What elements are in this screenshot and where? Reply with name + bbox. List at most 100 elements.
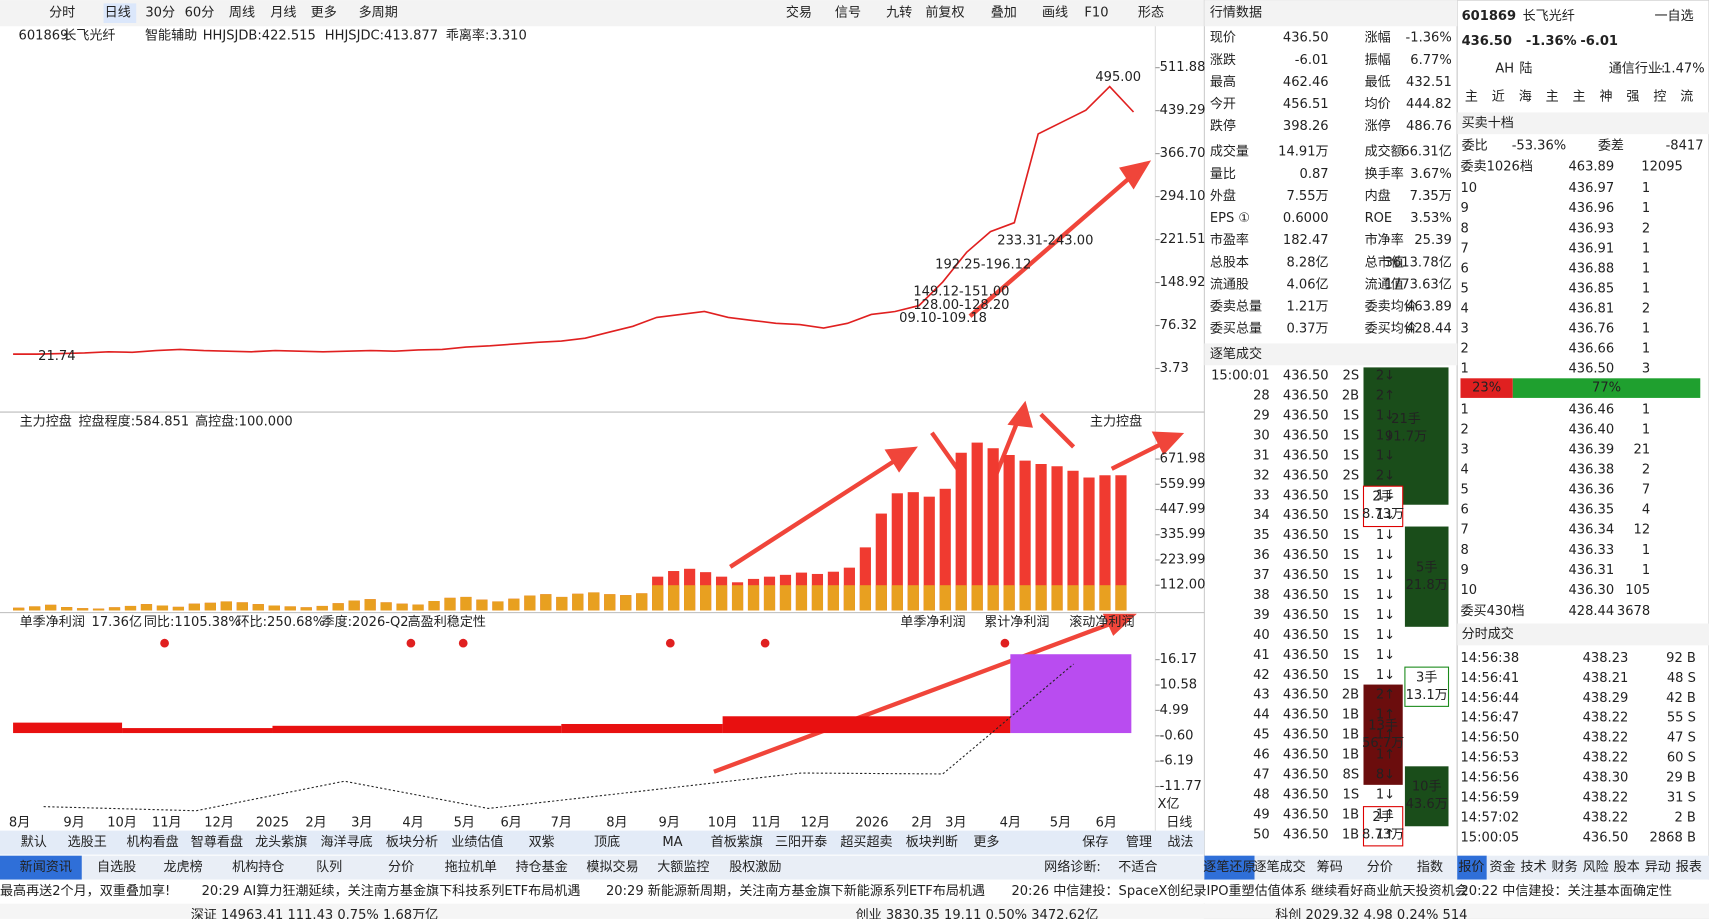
label: 9	[1460, 563, 1468, 578]
label: 436.30	[1568, 583, 1614, 598]
label: 436.46	[1568, 402, 1614, 417]
stock-code: 601869	[19, 29, 69, 44]
bar-base	[284, 606, 296, 611]
bar	[1115, 475, 1127, 611]
tab: 资金	[1489, 859, 1515, 875]
tool-button: 前复权	[925, 5, 964, 21]
block-label: 3手	[1416, 671, 1437, 686]
label: 436.91	[1568, 241, 1614, 256]
x-tick-label: 9月	[659, 815, 680, 830]
bar-base	[428, 600, 440, 611]
tab: 首板紫旗	[711, 834, 763, 850]
label: 38	[1253, 588, 1270, 603]
label: 高盈利稳定性	[408, 614, 486, 630]
label: 5	[1460, 483, 1468, 498]
bar-base	[588, 592, 600, 611]
label: 14.91万	[1278, 145, 1328, 160]
label: 1↓	[1376, 588, 1395, 603]
label: 436.50	[1283, 748, 1329, 763]
bar-base	[955, 585, 967, 611]
y-tick-label: -6.19	[1160, 754, 1194, 769]
y-tick-label: 439.29	[1160, 103, 1206, 118]
label: 2	[1642, 221, 1650, 236]
tab: 逐笔还原	[1203, 859, 1255, 875]
bar	[875, 513, 887, 611]
y-tick-label: 294.10	[1160, 189, 1206, 204]
bar-base	[556, 596, 568, 611]
label: 量比	[1210, 167, 1236, 182]
bar	[1003, 454, 1015, 611]
label: 委比	[1462, 139, 1488, 154]
bar-base	[795, 585, 808, 611]
x-tick-label: 6月	[1096, 815, 1117, 830]
label: 29 B	[1666, 771, 1696, 786]
tab: 龙虎榜	[164, 859, 203, 875]
tab: MA	[662, 835, 682, 850]
label: 1	[1642, 181, 1650, 196]
label: 436.96	[1568, 201, 1614, 216]
label: 436.66	[1568, 342, 1614, 357]
label: 8	[1460, 221, 1468, 236]
bar-base	[572, 593, 584, 611]
label: 0.37万	[1286, 322, 1328, 337]
tab: 板块分析	[386, 835, 438, 850]
news-item: 20:22 中信建投：关注基本面确定性	[1460, 883, 1672, 899]
label: 1	[1460, 402, 1468, 417]
tab: 新闻资讯	[20, 859, 72, 875]
bar-base	[348, 600, 360, 611]
label: 2868 B	[1650, 830, 1696, 845]
label: 委买总量	[1210, 322, 1262, 337]
bar	[907, 492, 919, 611]
tool-button: 主	[1546, 90, 1559, 105]
label: 463.89	[1406, 300, 1452, 315]
trade-block	[1404, 766, 1449, 827]
bar	[1019, 460, 1031, 611]
yoy-line	[43, 663, 1074, 812]
tab: 财务	[1552, 859, 1578, 875]
bar-base	[731, 585, 744, 611]
bar-base	[61, 607, 73, 611]
panel-header	[1457, 112, 1709, 135]
bar-base	[29, 606, 41, 611]
bar-base	[763, 585, 776, 611]
label: 37	[1253, 568, 1270, 583]
label: 438.22	[1583, 751, 1629, 766]
label: 1↓	[1376, 409, 1395, 424]
bar-base	[1067, 585, 1079, 611]
label: 8	[1460, 543, 1468, 558]
label: 14:56:41	[1460, 671, 1519, 686]
bar-base	[508, 598, 520, 611]
bar-base	[1019, 585, 1031, 611]
bar-base	[236, 602, 248, 611]
tab: 更多	[973, 834, 999, 850]
bar-base	[140, 604, 153, 611]
label: 436.50	[1283, 488, 1329, 503]
tool-button: F10	[1084, 6, 1108, 21]
bar	[561, 723, 723, 734]
label: 14:56:44	[1460, 691, 1519, 706]
label: 46	[1253, 748, 1270, 763]
label: 0.6000	[1283, 211, 1329, 226]
x-tick-label: 8月	[606, 815, 627, 830]
bar	[939, 488, 951, 611]
bar	[1067, 470, 1079, 611]
label: 45	[1253, 728, 1270, 743]
label: 1↑	[1376, 708, 1395, 723]
tool-button: 强	[1626, 90, 1639, 105]
label: 通信行业:	[1609, 61, 1666, 76]
label: 控盘程度:584.851	[78, 413, 189, 429]
label: 436.36	[1568, 483, 1614, 498]
bar-base	[124, 605, 137, 611]
tab: 报表	[1676, 860, 1702, 875]
label: 1	[1642, 322, 1650, 337]
label: 462.46	[1283, 75, 1329, 90]
label: 436.50	[1283, 31, 1329, 46]
label: 48	[1253, 787, 1270, 802]
bar-base	[620, 595, 632, 611]
index-quote: 深证 14963.41 111.43 0.75% 1.68万亿	[191, 908, 438, 919]
x-tick-label: 7月	[551, 815, 572, 830]
label: 10	[1460, 181, 1477, 196]
x-tick-label: 10月	[708, 815, 738, 830]
label: 1B	[1342, 807, 1359, 822]
bar	[122, 728, 273, 734]
